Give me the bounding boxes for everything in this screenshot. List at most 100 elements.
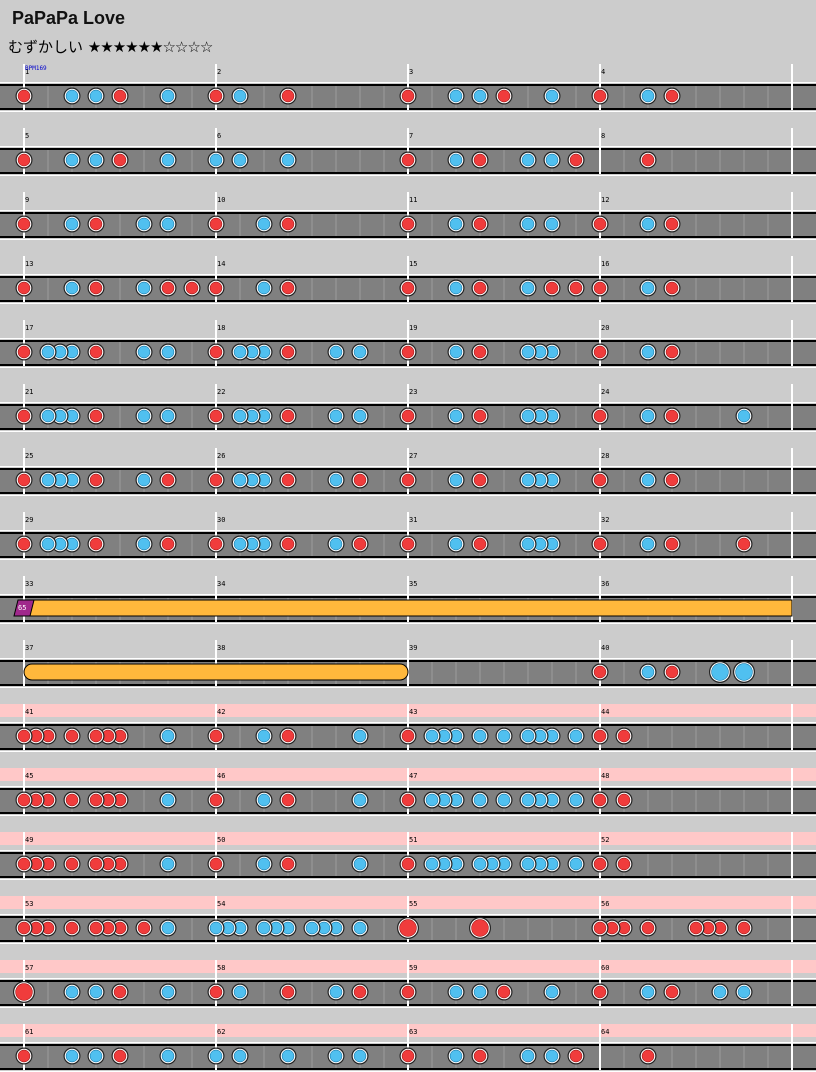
chart-row: 53 54 55 56 [0,896,816,944]
don-note [207,727,225,745]
ka-note [543,407,561,425]
ka-note [87,983,105,1001]
ka-note [267,919,285,937]
note-face [137,921,151,935]
don-note [27,727,45,745]
don-note [111,983,129,1001]
note-face [89,921,103,935]
don-note [207,215,225,233]
note-face [497,985,511,999]
don-note [399,215,417,233]
measure-number: 55 [409,900,417,908]
don-note [87,471,105,489]
measure-number: 45 [25,772,33,780]
note-face [89,345,103,359]
don-note [15,727,33,745]
note-face [665,345,679,359]
note-face [473,537,487,551]
note-face [401,153,415,167]
ka-note [423,727,441,745]
note-face [545,281,559,295]
don-note [159,471,177,489]
don-note [399,535,417,553]
note-face [209,921,223,935]
don-note [591,87,609,105]
measure-number: 61 [25,1028,33,1036]
note-face [161,409,175,423]
note-face [713,985,727,999]
note-face [65,793,79,807]
ka-note [87,87,105,105]
measure-number: 27 [409,452,417,460]
don-note [39,791,57,809]
ka-note [495,855,513,873]
don-note [279,343,297,361]
don-note [15,343,33,361]
note-face [641,985,655,999]
note-face [425,793,439,807]
note-face [329,985,343,999]
don-note [15,1047,33,1065]
don-note [399,791,417,809]
measure-number: 16 [601,260,609,268]
measure-number: 48 [601,772,609,780]
ka-note [447,983,465,1001]
don-note [663,983,681,1001]
note-face [161,1049,175,1063]
don-note [15,407,33,425]
don-note [567,279,585,297]
note-face [15,983,33,1001]
ka-note [447,151,465,169]
ka-note [495,791,513,809]
note-face [65,857,79,871]
note-face [209,281,223,295]
note-face [353,473,367,487]
measure-number: 35 [409,580,417,588]
measure-number: 60 [601,964,609,972]
note-face [545,153,559,167]
measure-number: 3 [409,68,413,76]
ka-note [531,535,549,553]
note-face [233,409,247,423]
note-face [593,729,607,743]
ka-note [423,791,441,809]
measure-number: 1 [25,68,29,76]
measure-number: 59 [409,964,417,972]
measure-number: 42 [217,708,225,716]
don-note [207,535,225,553]
ka-note [447,727,465,745]
don-note [399,151,417,169]
ka-note [159,919,177,937]
measure-number: 19 [409,324,417,332]
note-face [641,345,655,359]
big-don-note [397,917,419,939]
note-face [209,1049,223,1063]
note-face [665,281,679,295]
ka-note [159,87,177,105]
ka-note [279,1047,297,1065]
ka-note [39,535,57,553]
measure-number: 43 [409,708,417,716]
ka-note [135,279,153,297]
ka-note [327,343,345,361]
measure-number: 21 [25,388,33,396]
note-face [593,345,607,359]
ka-note [255,343,273,361]
note-face [473,473,487,487]
ka-note [255,791,273,809]
don-note [279,407,297,425]
don-note [87,535,105,553]
chart-row: 25 26 27 28 [0,448,816,496]
note-face [137,409,151,423]
measure-number: 31 [409,516,417,524]
note-face [737,409,751,423]
note-face [113,153,127,167]
ka-note [447,87,465,105]
ka-note [519,151,537,169]
note-face [113,89,127,103]
don-note [87,791,105,809]
note-face [17,857,31,871]
note-face [233,537,247,551]
note-face [209,473,223,487]
ka-note [639,983,657,1001]
